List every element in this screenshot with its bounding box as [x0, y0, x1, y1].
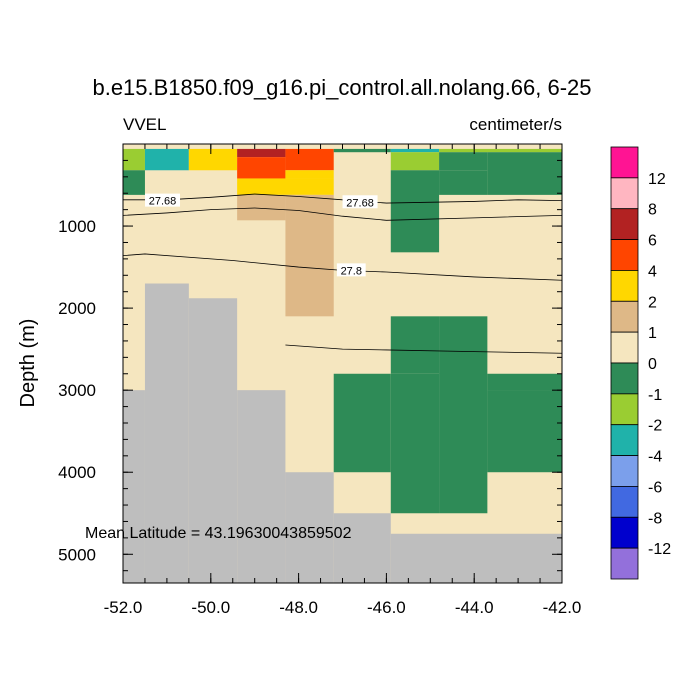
land-mask	[144, 283, 189, 583]
heatmap-cell	[333, 373, 391, 473]
density-contour	[122, 253, 563, 281]
contour-label-bg	[336, 263, 366, 277]
colorbar-label: -1	[648, 387, 662, 404]
heatmap-cell	[237, 148, 286, 158]
heatmap-cell	[439, 148, 562, 153]
heatmap-cell	[390, 152, 440, 171]
heatmap-cell	[188, 148, 238, 171]
colorbar-label: -8	[648, 510, 662, 527]
colorbar-label: 6	[648, 233, 657, 250]
heatmap-cell	[285, 170, 334, 179]
heatmap-cell	[390, 316, 440, 374]
colorbar-label: -6	[648, 479, 662, 496]
heatmap-cell	[237, 194, 286, 221]
x-tick-label: -48.0	[279, 598, 318, 617]
y-tick-label: 4000	[58, 463, 96, 482]
mean-latitude-annotation: Mean Latitude = 43.19630043859502	[85, 525, 352, 542]
colorbar-swatch	[610, 362, 639, 395]
heatmap-cell	[123, 148, 145, 171]
x-tick-label: -44.0	[455, 598, 494, 617]
colorbar-label: 12	[648, 171, 666, 188]
colorbar-swatch	[610, 547, 639, 580]
y-tick-label: 2000	[58, 299, 96, 318]
contour-label: 27.68	[149, 196, 177, 208]
colorbar-swatch	[610, 486, 639, 518]
heatmap-cell	[439, 316, 488, 514]
colorbar-label: 0	[648, 356, 657, 373]
y-tick-label: 1000	[58, 217, 96, 236]
y-axis-label: Depth (m)	[17, 319, 39, 408]
density-contour	[122, 207, 563, 221]
colorbar-swatch	[610, 393, 639, 426]
land-mask	[285, 472, 334, 583]
x-tick-label: -52.0	[104, 598, 143, 617]
colorbar-label: -12	[648, 541, 671, 558]
land-mask	[188, 298, 238, 583]
colorbar-label: -2	[648, 418, 662, 435]
contour-label-bg	[342, 195, 378, 209]
contour-layer: 27.68 27.68 27.8	[122, 193, 563, 354]
density-contour	[123, 193, 563, 204]
heatmap-cell	[237, 157, 286, 179]
colorbar-swatch	[610, 177, 639, 210]
y-tick-label: 5000	[58, 545, 96, 564]
heatmap-cell	[144, 148, 189, 171]
heatmap-cell	[390, 373, 440, 514]
colorbar-swatch	[610, 424, 639, 456]
land-mask	[390, 533, 562, 583]
heatmap-cell	[390, 148, 440, 153]
heatmap-cell	[333, 148, 391, 153]
chart-title: b.e15.B1850.f09_g16.pi_control.all.nolan…	[92, 75, 591, 100]
colorbar-swatch	[610, 208, 639, 240]
x-tick-label: -46.0	[367, 598, 406, 617]
colorbar-label: 1	[648, 325, 657, 342]
y-tick-label: 3000	[58, 381, 96, 400]
heatmap-cell	[285, 194, 334, 317]
heatmap-cell	[285, 148, 334, 171]
land-mask	[123, 390, 145, 583]
heatmap-cell	[123, 170, 145, 195]
x-tick-label: -50.0	[191, 598, 230, 617]
plot-area	[123, 144, 562, 583]
heatmap-cell	[390, 170, 440, 253]
heatmap-cell	[487, 152, 562, 195]
colorbar-swatch	[610, 331, 639, 364]
heatmap-cell	[237, 178, 334, 195]
colorbar-label: 8	[648, 202, 657, 219]
colorbar-swatch	[610, 270, 639, 302]
heatmap-cell	[487, 390, 562, 471]
colorbar: 12 8 6 4 2 1 0 -1 -2 -4 -6 -8 -12	[610, 146, 671, 580]
heatmap-cell	[487, 373, 562, 391]
colorbar-swatch	[610, 146, 639, 179]
colorbar-label: 2	[648, 294, 657, 311]
axis-ticks: -52.0 -50.0 -48.0 -46.0 -44.0 -42.0 1000 2000 30…	[58, 144, 581, 617]
land-mask	[237, 390, 286, 583]
density-contour	[285, 344, 563, 354]
left-string: VVEL	[123, 115, 166, 134]
heatmap-cell	[439, 152, 488, 171]
colorbar-label: -4	[648, 449, 662, 466]
land-mask	[333, 513, 391, 583]
colorbar-swatch	[610, 239, 639, 271]
heatmap-cell	[439, 170, 488, 195]
x-tick-label: -42.0	[543, 598, 582, 617]
colorbar-swatch	[610, 516, 639, 549]
contour-label: 27.68	[346, 197, 374, 209]
colorbar-label: 4	[648, 263, 657, 280]
right-string: centimeter/s	[469, 115, 562, 134]
colorbar-swatch	[610, 455, 639, 487]
contour-label: 27.8	[341, 265, 362, 277]
contour-label-bg	[145, 193, 181, 207]
colorbar-swatch	[610, 300, 639, 333]
